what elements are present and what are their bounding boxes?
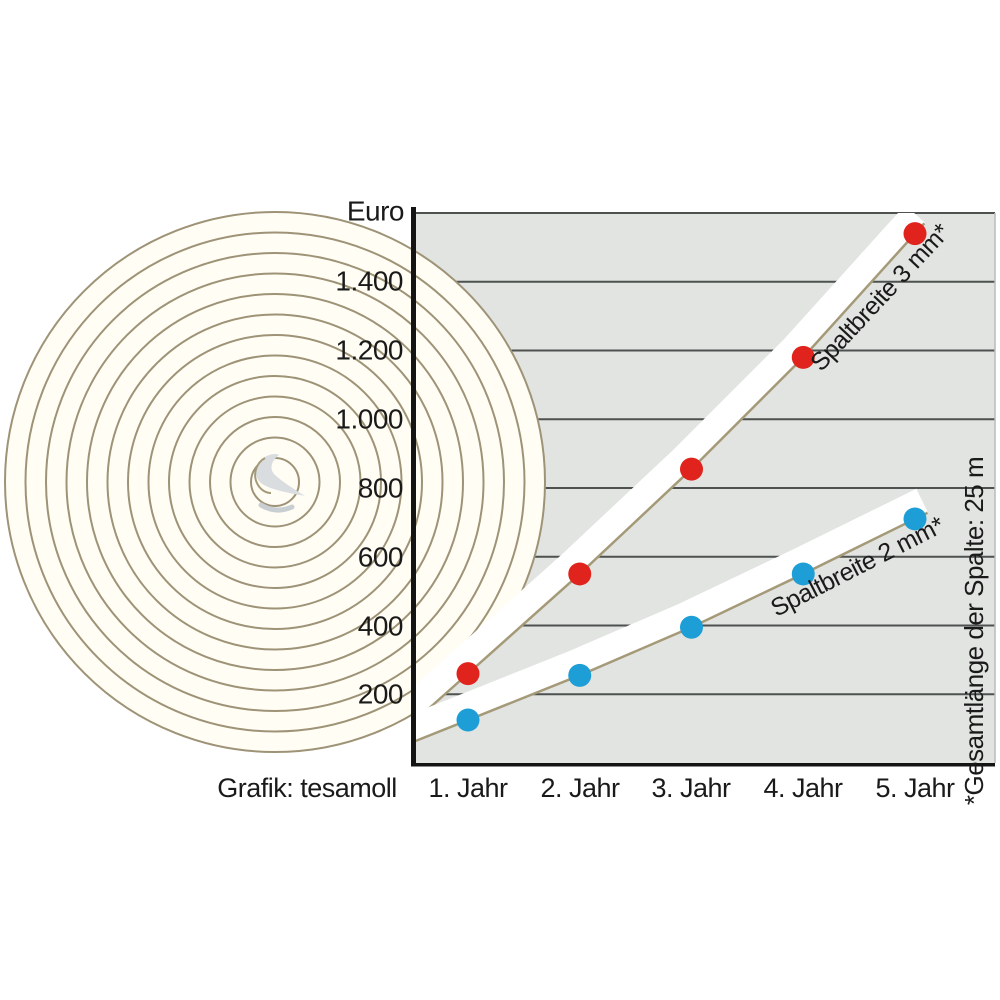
axes xyxy=(411,207,995,767)
tape-roll-center-icon xyxy=(254,454,305,513)
y-tick-600: 600 xyxy=(358,542,403,573)
y-tick-800: 800 xyxy=(358,473,403,504)
y-tick-400: 400 xyxy=(358,611,403,642)
credit-label: Grafik: tesamoll xyxy=(217,773,397,803)
footnote-label: *Gesamtlänge der Spalte: 25 m xyxy=(959,457,989,805)
x-axis-line xyxy=(411,763,995,767)
y-axis-title: Euro xyxy=(347,196,404,227)
x-tick-year2: 2. Jahr xyxy=(540,773,620,803)
x-tick-year5: 5. Jahr xyxy=(875,773,955,803)
x-tick-year1: 1. Jahr xyxy=(428,773,508,803)
x-tick-year3: 3. Jahr xyxy=(651,773,731,803)
x-tick-year4: 4. Jahr xyxy=(763,773,843,803)
y-tick-1200: 1.200 xyxy=(335,335,403,366)
y-tick-200: 200 xyxy=(358,679,403,710)
y-tick-1000: 1.000 xyxy=(335,404,403,435)
data-points xyxy=(456,222,927,732)
y-axis-line xyxy=(411,207,416,766)
y-tick-1400: 1.400 xyxy=(335,266,403,297)
